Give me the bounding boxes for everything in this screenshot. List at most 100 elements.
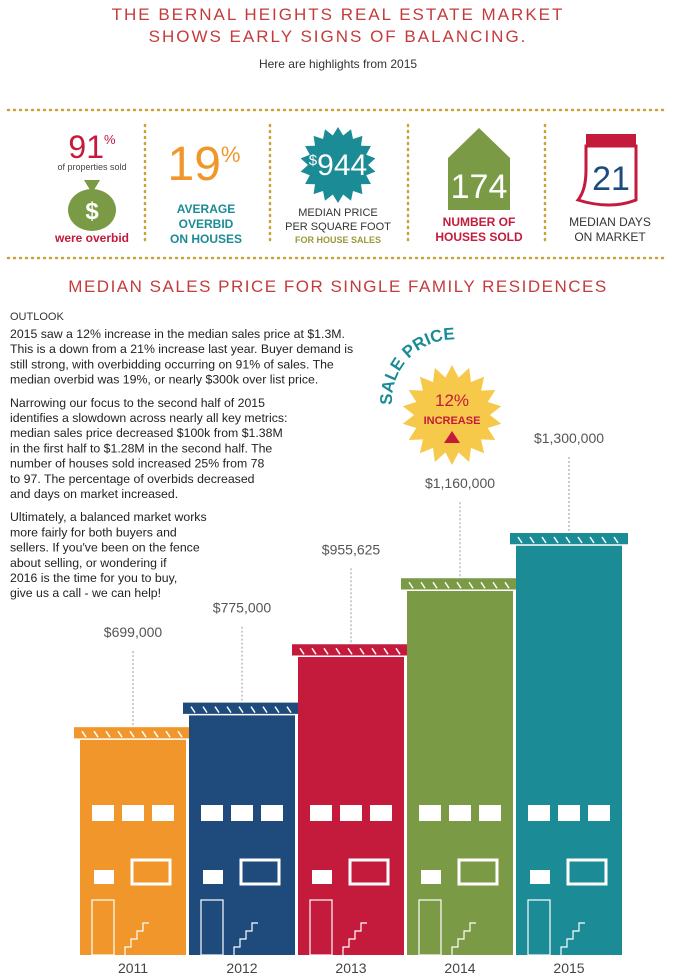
outlook-line: and days on market increased. [10, 487, 178, 501]
roof-stripe [81, 730, 87, 738]
roof-stripe [226, 706, 232, 714]
window [566, 858, 608, 886]
outlook-line: sellers. If you've been on the fence [10, 541, 200, 555]
stat-label: MEDIAN DAYS [569, 215, 651, 229]
stairs [233, 922, 258, 955]
roof-stripe [371, 647, 377, 655]
roof-stripe [504, 581, 510, 589]
bar [189, 704, 295, 955]
roof-stripe [286, 706, 292, 714]
outlook-line: Ultimately, a balanced market works [10, 510, 207, 524]
roof-stripe [408, 581, 414, 589]
value-label: $1,300,000 [534, 430, 604, 446]
roof-stripe [492, 581, 498, 589]
bar [80, 729, 186, 955]
roof-cornice [401, 578, 519, 591]
stat-label: NUMBER OF [443, 215, 516, 229]
x-tick-label: 2012 [226, 960, 257, 976]
roof-stripe [190, 706, 196, 714]
stat-label: HOUSES SOLD [435, 230, 523, 244]
stat-number: 91% [68, 129, 116, 165]
roof-stripe [238, 706, 244, 714]
window [152, 805, 174, 821]
bar [407, 580, 513, 955]
badge-arrow [444, 431, 460, 443]
roof-stripe [141, 730, 147, 738]
stat-note: of properties sold [57, 162, 126, 172]
outlook-line: give us a call - we can help! [10, 586, 161, 600]
roof-stripe [93, 730, 99, 738]
window [479, 805, 501, 821]
roof-stripe [347, 647, 353, 655]
roof-stripe [250, 706, 256, 714]
window [530, 870, 550, 884]
door [527, 899, 551, 956]
roof-stripe [613, 536, 619, 544]
roof-stripe [553, 536, 559, 544]
roof-cornice [74, 727, 192, 740]
roof-stripe [589, 536, 595, 544]
window [310, 805, 332, 821]
title-line: THE BERNAL HEIGHTS REAL ESTATE MARKET [112, 5, 565, 24]
window [122, 805, 144, 821]
stat-label: AVERAGE [177, 202, 235, 216]
roof-stripe [432, 581, 438, 589]
window [457, 858, 499, 886]
building [401, 578, 519, 956]
roof-stripe [529, 536, 535, 544]
roof-stripe [420, 581, 426, 589]
value-label: $955,625 [322, 541, 381, 557]
roof-stripe [214, 706, 220, 714]
window [558, 805, 580, 821]
roof-stripe [577, 536, 583, 544]
window [348, 858, 390, 886]
roof-cornice [510, 533, 628, 545]
badge-starburst [402, 365, 502, 465]
roof-stripe [153, 730, 159, 738]
roof-stripe [395, 647, 401, 655]
subtitle: Here are highlights from 2015 [259, 57, 417, 71]
stat-label: ON HOUSES [170, 232, 242, 246]
roof-stripe [311, 647, 317, 655]
bar [298, 646, 404, 955]
window [312, 870, 332, 884]
stairs [560, 922, 585, 955]
outlook-line: about selling, or wondering if [10, 556, 167, 570]
stat-label: were overbid [54, 231, 129, 245]
roof-stripe [335, 647, 341, 655]
outlook-text: 2015 saw a 12% increase in the median sa… [10, 327, 353, 600]
roof-stripe [480, 581, 486, 589]
stairs [124, 922, 149, 955]
outlook-line: to 97. The percentage of overbids decrea… [10, 472, 255, 486]
value-label: $775,000 [213, 600, 272, 616]
bar [516, 535, 622, 955]
x-tick-label: 2014 [444, 960, 475, 976]
outlook-line: more fairly for both buyers and [10, 525, 177, 539]
x-tick-label: 2013 [335, 960, 366, 976]
building [74, 727, 192, 956]
window [94, 870, 114, 884]
outlook-heading: OUTLOOK [10, 311, 64, 323]
window [449, 805, 471, 821]
roof-stripe [383, 647, 389, 655]
stairs [342, 922, 367, 955]
stat-number: 174 [451, 168, 508, 206]
roof-stripe [177, 730, 183, 738]
door [418, 899, 442, 956]
roof-cornice [183, 702, 301, 715]
outlook-line: identifies a slowdown across nearly all … [10, 411, 287, 425]
window [340, 805, 362, 821]
svg-text:$: $ [85, 198, 99, 225]
roof-stripe [565, 536, 571, 544]
door [200, 899, 224, 956]
outlook-line: median overbid was 19%, or nearly $300k … [10, 373, 318, 387]
badge-label: INCREASE [424, 415, 481, 427]
stat-label: OVERBID [179, 217, 234, 231]
window [261, 805, 283, 821]
outlook-line: This is a down from a 21% increase last … [10, 342, 353, 356]
roof-stripe [299, 647, 305, 655]
roof-stripe [117, 730, 123, 738]
stat-number: $944 [309, 149, 367, 182]
